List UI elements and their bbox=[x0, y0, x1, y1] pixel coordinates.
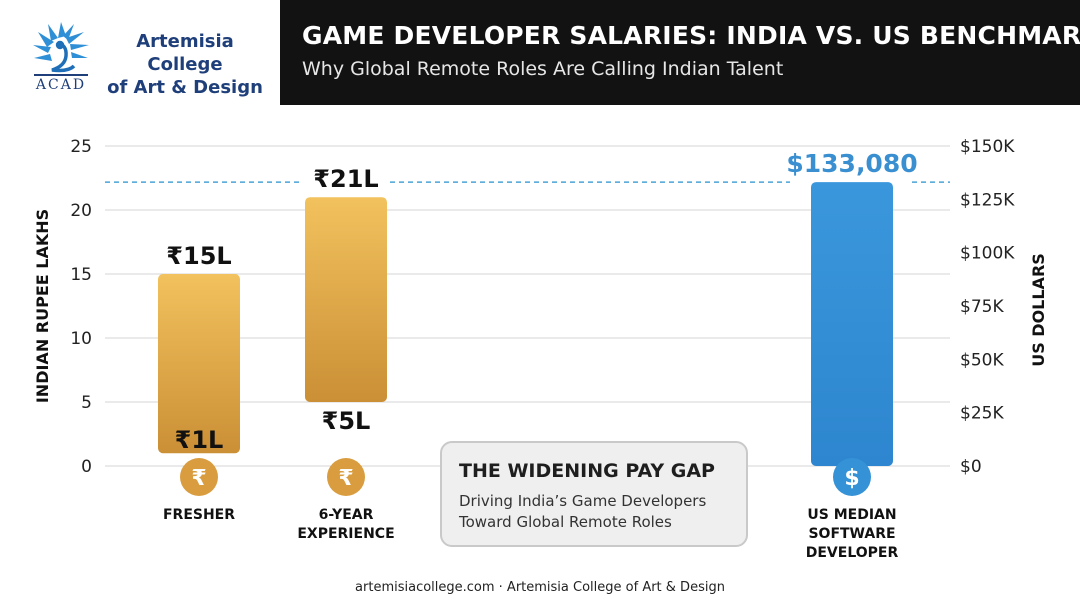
y-left-tick-label: 0 bbox=[81, 457, 92, 477]
bar-low-label: ₹5L bbox=[322, 407, 371, 435]
x-category-label: 6-YEAR bbox=[319, 507, 374, 523]
x-category-label: FRESHER bbox=[163, 507, 235, 523]
x-category-label: EXPERIENCE bbox=[297, 526, 394, 542]
y-right-tick-label: $50K bbox=[960, 350, 1004, 370]
y-right-tick-label: $150K bbox=[960, 137, 1015, 157]
rupee-icon-glyph: ₹ bbox=[338, 466, 353, 491]
y-left-tick-label: 20 bbox=[70, 201, 92, 221]
bar-high-label: ₹21L bbox=[313, 165, 378, 193]
y-left-axis-label: INDIAN RUPEE LAKHS bbox=[33, 209, 52, 403]
y-left-tick-label: 5 bbox=[81, 393, 92, 413]
brand-logo: ACAD Artemisia College of Art & Design bbox=[28, 14, 278, 98]
logo-wordmark: Artemisia College of Art & Design bbox=[100, 30, 270, 99]
y-right-tick-label: $125K bbox=[960, 190, 1015, 210]
rupee-icon-circle bbox=[180, 458, 218, 496]
x-category-label: SOFTWARE bbox=[808, 526, 895, 542]
y-right-tick-label: $25K bbox=[960, 404, 1004, 424]
rupee-icon: ₹ bbox=[180, 458, 218, 496]
bar-high-label: ₹15L bbox=[166, 242, 231, 270]
page-subtitle: Why Global Remote Roles Are Calling Indi… bbox=[302, 58, 784, 80]
y-right-axis-label: US DOLLARS bbox=[1029, 253, 1048, 367]
bar-low-label: ₹1L bbox=[175, 426, 224, 454]
logo-acronym: ACAD bbox=[35, 77, 86, 92]
y-right-tick-label: $0 bbox=[960, 457, 982, 477]
y-right-tick-label: $75K bbox=[960, 297, 1004, 317]
peacock-logo-icon bbox=[33, 22, 89, 76]
y-left-tick-label: 15 bbox=[70, 265, 92, 285]
x-category-label: US MEDIAN bbox=[807, 507, 896, 523]
dollar-icon-glyph: $ bbox=[844, 466, 859, 491]
bar-6-year-experience bbox=[305, 197, 387, 402]
rupee-icon-circle bbox=[327, 458, 365, 496]
svg-text:ACAD: ACAD bbox=[35, 77, 86, 92]
logo-line-2: of Art & Design bbox=[107, 77, 263, 98]
dollar-icon: $ bbox=[833, 458, 871, 496]
bar-fresher bbox=[158, 274, 240, 454]
logo-line-1: Artemisia College bbox=[136, 31, 234, 75]
y-right-tick-label: $100K bbox=[960, 244, 1015, 264]
callout-title: THE WIDENING PAY GAP bbox=[459, 460, 715, 482]
y-left-tick-label: 10 bbox=[70, 329, 92, 349]
rupee-icon: ₹ bbox=[327, 458, 365, 496]
callout-body: Driving India’s Game Developers Toward G… bbox=[459, 492, 707, 531]
bar-high-label: $133,080 bbox=[786, 149, 917, 178]
page-title: GAME DEVELOPER SALARIES: INDIA VS. US BE… bbox=[302, 21, 1080, 50]
y-left-tick-label: 25 bbox=[70, 137, 92, 157]
rupee-icon-glyph: ₹ bbox=[191, 466, 206, 491]
pay-gap-callout: THE WIDENING PAY GAP Driving India’s Gam… bbox=[440, 441, 748, 547]
footer-credit: artemisiacollege.com · Artemisia College… bbox=[355, 580, 725, 595]
x-category-label: DEVELOPER bbox=[806, 545, 899, 561]
header-banner: GAME DEVELOPER SALARIES: INDIA VS. US BE… bbox=[280, 0, 1080, 105]
dollar-icon-circle bbox=[833, 458, 871, 496]
bar-us-median-software-developer bbox=[811, 182, 893, 466]
